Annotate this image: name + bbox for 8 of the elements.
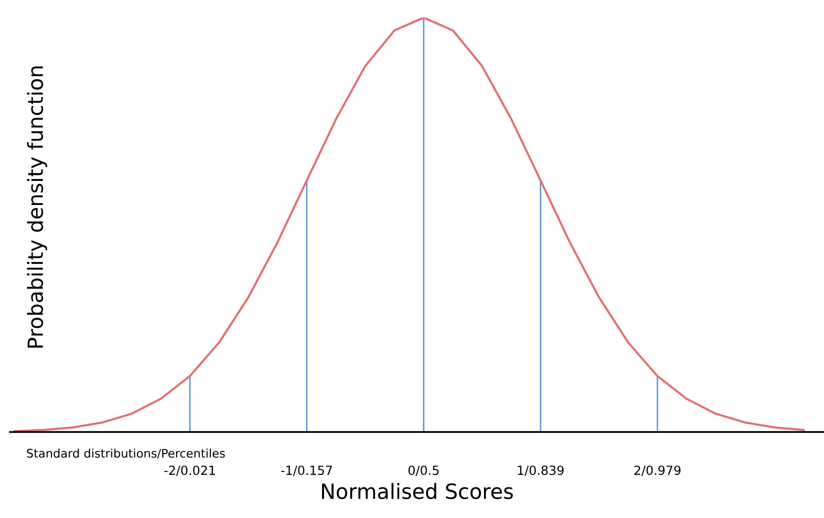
text: Standard distributions/Percentiles bbox=[26, 448, 225, 459]
x-axis-title: Normalised Scores bbox=[322, 483, 513, 500]
x-tick-label: 2/0.979 bbox=[634, 466, 681, 476]
x-tick-label: 1/0.839 bbox=[518, 466, 564, 476]
y-axis-title: Probability density function bbox=[27, 66, 48, 348]
x-tick-label: 0/0.5 bbox=[408, 466, 439, 476]
x-tick-label: -2/0.021 bbox=[164, 466, 215, 476]
x-tick-label: -1/0.157 bbox=[281, 466, 332, 476]
